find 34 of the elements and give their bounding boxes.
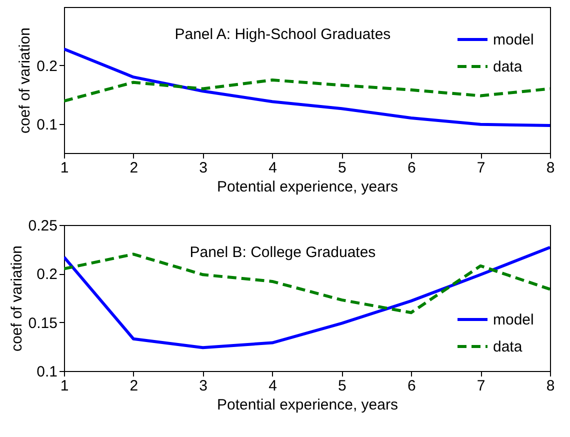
x-tick-label: 8 (546, 160, 555, 176)
x-tick-label: 7 (476, 378, 486, 394)
x-tick-label: 6 (407, 378, 416, 394)
legend-label: model (493, 32, 534, 48)
x-tick-label: 2 (130, 378, 138, 394)
line-series (64, 48, 550, 128)
x-tick-label: 6 (407, 160, 416, 176)
x-axis-title: Potential experience, years (217, 178, 398, 196)
line-series (64, 78, 550, 103)
x-tick-label: 1 (60, 378, 69, 394)
y-tick-label: 0.25 (28, 218, 58, 234)
legend-label: data (493, 58, 523, 76)
y-tick-label: 0.15 (28, 314, 58, 332)
x-tick-label: 3 (199, 378, 208, 394)
x-tick-label: 4 (268, 160, 277, 176)
y-tick-label: 0.2 (36, 58, 58, 75)
x-tick-label: 3 (199, 160, 208, 176)
y-axis-title: coef of variation (8, 246, 26, 352)
y-tick-label: 0.2 (36, 266, 58, 284)
x-tick-label: 1 (60, 160, 69, 176)
x-axis-title: Potential experience, years (217, 396, 398, 414)
x-tick-label: 8 (546, 378, 555, 394)
x-tick-label: 5 (338, 378, 346, 394)
y-tick-label: 0.1 (36, 116, 58, 134)
x-tick-label: 5 (338, 160, 346, 176)
text: Panel A: High-School Graduates (174, 26, 391, 43)
x-tick-label: 4 (268, 378, 277, 394)
legend-label: model (493, 312, 534, 328)
y-axis-title: coef of variation (16, 28, 34, 134)
y-tick-label: 0.1 (36, 364, 58, 380)
x-tick-label: 7 (476, 160, 486, 176)
text: Panel B: College Graduates (190, 244, 376, 261)
legend-label: data (493, 338, 523, 356)
x-tick-label: 2 (130, 160, 138, 176)
